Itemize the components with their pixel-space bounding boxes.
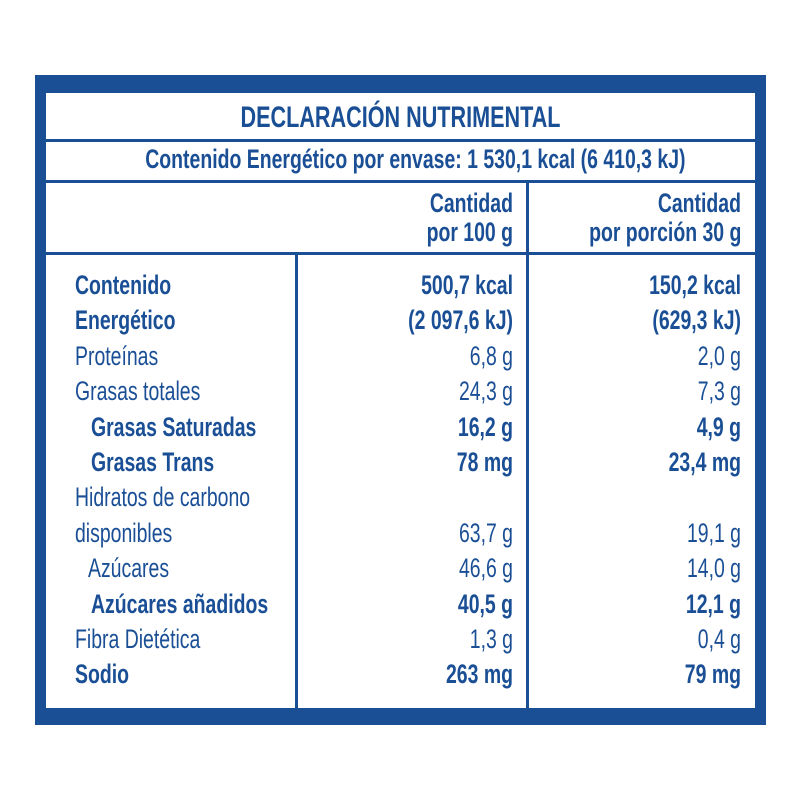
col-header-100g-line2: por 100 g [426, 217, 513, 247]
energy-per-package: Contenido Energético por envase: 1 530,1… [145, 144, 686, 174]
nutrient-label: Azúcares [88, 553, 170, 584]
value-per-portion: 19,1 g [686, 517, 741, 548]
value-per-portion: 0,4 g [697, 624, 741, 654]
value-per-100g: 24,3 g [458, 376, 513, 407]
nutrient-label: Sodio [75, 659, 129, 690]
value-per-100g: 40,5 g [457, 588, 513, 619]
value-per-100g: 263 mg [445, 659, 513, 690]
value-per-portion: 2,0 g [697, 340, 741, 371]
col-header-portion-line1: Cantidad [657, 188, 741, 218]
value-per-100g: 6,8 g [469, 340, 513, 371]
label-title: DECLARACIÓN NUTRIMENTAL [240, 101, 561, 134]
divider [46, 180, 755, 183]
column-divider [526, 180, 529, 708]
column-divider [295, 252, 298, 708]
value-per-100g: 1,3 g [469, 624, 513, 654]
value-per-100g: 46,6 g [458, 553, 513, 584]
nutrient-label: Proteínas [75, 340, 159, 371]
nutrient-label: Grasas Trans [91, 447, 215, 477]
value-per-portion: 79 mg [684, 659, 741, 690]
value-per-portion: (629,3 kJ) [652, 305, 741, 336]
label-body [46, 93, 755, 708]
value-per-portion: 7,3 g [697, 376, 741, 407]
nutrient-label: Grasas Saturadas [91, 411, 257, 442]
value-per-100g: 16,2 g [457, 411, 513, 442]
nutrient-label: disponibles [75, 517, 173, 548]
divider [46, 252, 755, 255]
nutrient-label: Grasas totales [75, 376, 201, 407]
value-per-portion: 4,9 g [696, 411, 741, 442]
nutrient-label: Energético [75, 305, 176, 336]
value-per-portion: 150,2 kcal [649, 270, 741, 300]
value-per-portion: 14,0 g [686, 553, 741, 584]
nutrient-label: Azúcares añadidos [91, 588, 269, 619]
value-per-100g: 78 mg [456, 447, 513, 477]
col-header-portion-line2: por porción 30 g [589, 217, 742, 247]
value-per-100g: (2 097,6 kJ) [408, 305, 513, 336]
value-per-portion: 23,4 mg [668, 447, 741, 477]
value-per-portion: 12,1 g [685, 588, 741, 619]
nutrient-label: Fibra Dietética [75, 624, 201, 654]
col-header-100g-line1: Cantidad [429, 188, 513, 218]
value-per-100g: 63,7 g [458, 517, 513, 548]
nutrient-label: Contenido [75, 270, 172, 300]
divider [46, 139, 755, 142]
value-per-100g: 500,7 kcal [421, 270, 513, 300]
nutrient-label: Hidratos de carbono [75, 482, 251, 513]
